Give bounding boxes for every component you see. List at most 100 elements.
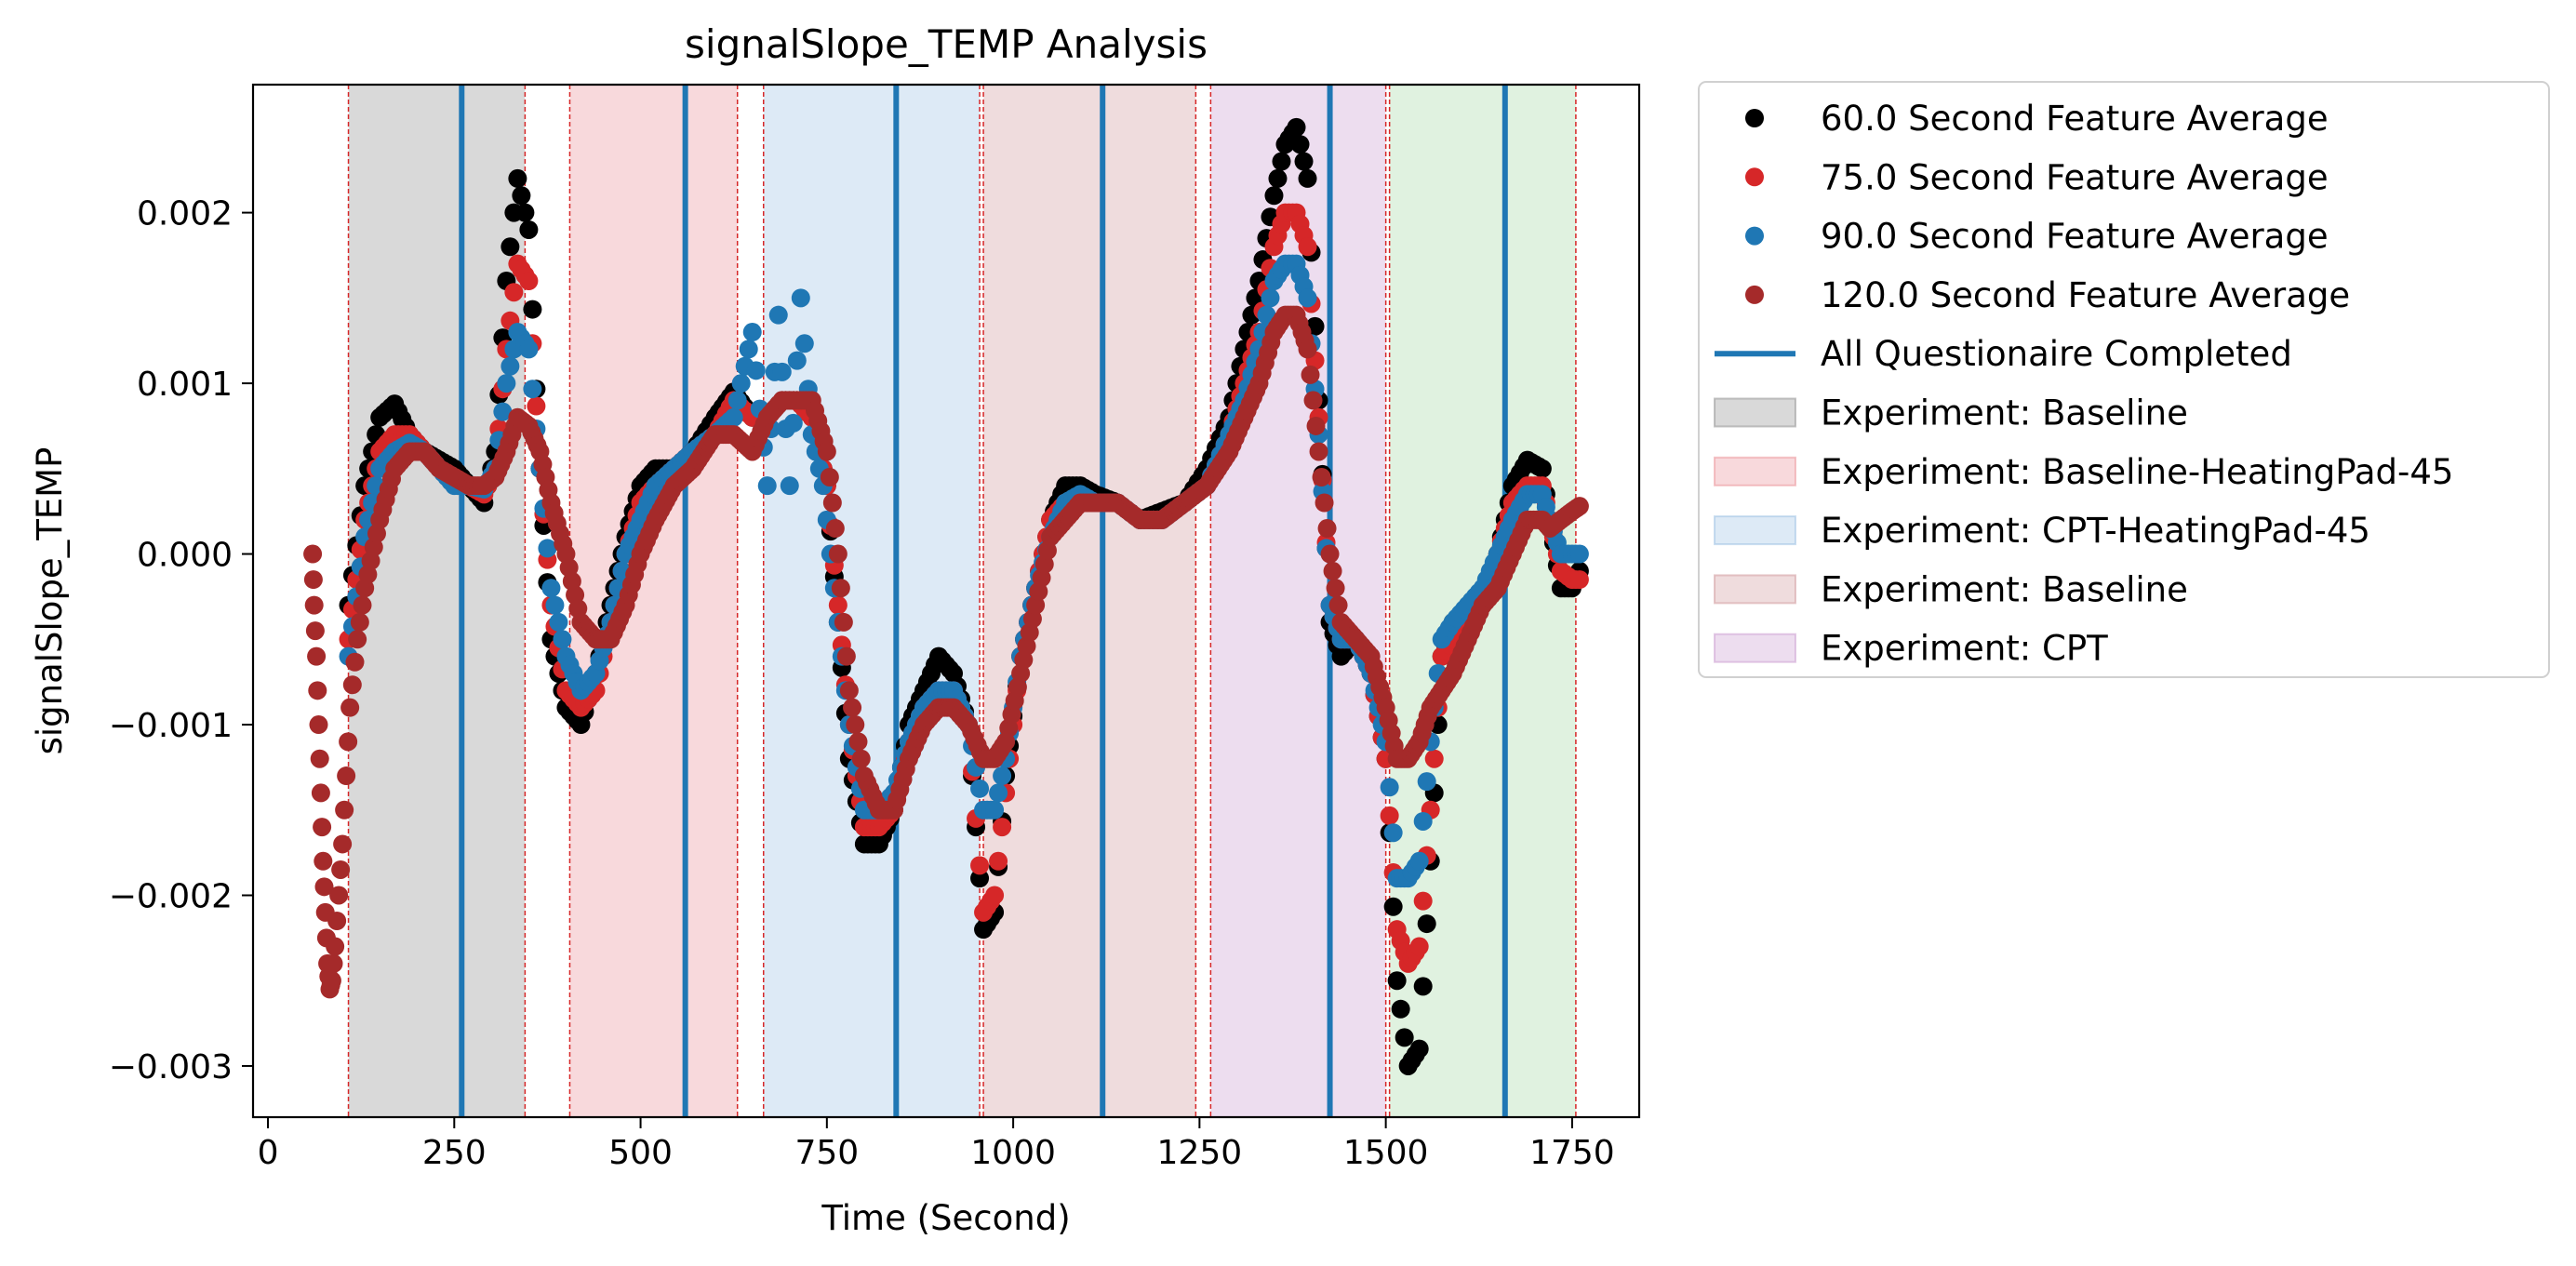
- plot-frame: [251, 83, 1641, 1119]
- data-point: [1264, 186, 1284, 206]
- data-point: [1287, 117, 1306, 137]
- data-point: [545, 595, 565, 615]
- data-point: [828, 544, 848, 564]
- data-point: [335, 800, 354, 820]
- data-point: [549, 612, 568, 632]
- legend-item: 60.0 Second Feature Average: [1745, 99, 2329, 139]
- data-point: [314, 851, 333, 871]
- data-point: [307, 646, 327, 666]
- legend-label: Experiment: CPT: [1821, 629, 2108, 669]
- data-point: [501, 356, 520, 376]
- region-1: [569, 85, 738, 1117]
- data-point: [843, 698, 862, 717]
- data-point: [350, 612, 369, 632]
- x-axis-label: Time (Second): [821, 1198, 1070, 1238]
- data-point: [742, 323, 762, 342]
- data-point: [508, 168, 527, 188]
- x-tick-label: 500: [608, 1134, 673, 1172]
- data-point: [519, 220, 539, 239]
- legend-patch: [1714, 633, 1796, 663]
- data-point: [787, 351, 807, 370]
- data-point: [1417, 772, 1436, 792]
- data-point: [331, 860, 351, 879]
- x-axis-ticks: 0 250 500 750 1000 1250 1500 1750: [258, 1117, 1615, 1172]
- data-point: [504, 283, 524, 302]
- data-point: [1298, 340, 1317, 359]
- data-point: [345, 652, 365, 672]
- data-point: [541, 579, 561, 598]
- data-point: [1298, 237, 1317, 257]
- data-point: [839, 681, 859, 700]
- data-point: [333, 834, 353, 854]
- legend-item: Experiment: Baseline-HeatingPad-45: [1714, 452, 2453, 492]
- data-point: [1380, 778, 1399, 797]
- legend-patch: [1714, 515, 1796, 546]
- data-point: [339, 732, 358, 752]
- data-point: [309, 715, 328, 735]
- x-tick-label: 1000: [970, 1134, 1056, 1172]
- y-tick-label: −0.002: [109, 877, 233, 915]
- data-point: [1315, 493, 1334, 513]
- data-point: [538, 539, 557, 558]
- legend-frame: [1698, 81, 2550, 678]
- y-tick-label: 0.001: [137, 366, 233, 404]
- data-point: [1272, 152, 1291, 171]
- series-3: [303, 305, 1589, 999]
- legend-patch: [1714, 456, 1796, 486]
- data-point: [337, 766, 356, 786]
- legend-item: 120.0 Second Feature Average: [1745, 275, 2350, 315]
- data-point: [970, 869, 990, 888]
- data-point: [1306, 416, 1326, 435]
- legend-items: 60.0 Second Feature Average 75.0 Second F…: [1714, 99, 2453, 669]
- data-point: [311, 783, 330, 803]
- data-point: [519, 340, 539, 359]
- data-point: [1409, 937, 1429, 956]
- data-point: [497, 374, 516, 393]
- data-point: [724, 407, 743, 427]
- region-0: [348, 85, 526, 1117]
- data-point: [783, 413, 803, 433]
- data-point: [851, 749, 871, 768]
- legend-label: 120.0 Second Feature Average: [1821, 275, 2350, 315]
- y-tick-label: −0.003: [109, 1048, 233, 1086]
- data-point: [817, 442, 836, 461]
- region-edge-lines: [347, 85, 1577, 1117]
- legend-item: Experiment: CPT: [1714, 629, 2108, 669]
- data-point: [1413, 811, 1433, 831]
- data-point: [828, 595, 848, 615]
- x-tick-label: 750: [794, 1134, 859, 1172]
- data-point: [303, 570, 323, 590]
- data-point: [836, 646, 856, 666]
- data-point: [1391, 999, 1410, 1019]
- legend-item: Experiment: Baseline: [1714, 393, 2188, 433]
- legend-item: 75.0 Second Feature Average: [1745, 157, 2329, 197]
- data-point: [820, 467, 839, 486]
- legend-item: Experiment: CPT-HeatingPad-45: [1714, 511, 2370, 551]
- x-tick-label: 1750: [1529, 1134, 1615, 1172]
- data-point: [340, 698, 360, 717]
- data-point: [731, 374, 751, 393]
- data-point: [1569, 544, 1589, 564]
- data-point: [324, 953, 343, 973]
- data-point: [757, 476, 777, 496]
- data-point: [310, 749, 329, 768]
- data-point: [327, 912, 347, 931]
- data-point: [348, 630, 367, 649]
- legend-item: Experiment: Baseline: [1714, 569, 2188, 609]
- data-point: [834, 612, 853, 632]
- legend-label: Experiment: CPT-HeatingPad-45: [1821, 511, 2370, 551]
- x-tick-label: 0: [258, 1134, 279, 1172]
- data-point: [985, 886, 1005, 905]
- legend: 60.0 Second Feature Average 75.0 Second F…: [1698, 81, 2550, 678]
- data-point: [326, 937, 345, 956]
- data-point: [1424, 749, 1444, 768]
- data-point: [1569, 497, 1589, 516]
- y-axis-label: signalSlope_TEMP: [30, 447, 70, 755]
- legend-marker: [1745, 285, 1764, 304]
- y-tick-label: 0.002: [137, 195, 233, 233]
- legend-marker: [1745, 109, 1764, 127]
- data-point: [746, 361, 766, 380]
- data-point: [523, 300, 542, 319]
- data-point: [515, 203, 535, 222]
- y-tick-label: −0.001: [109, 707, 233, 745]
